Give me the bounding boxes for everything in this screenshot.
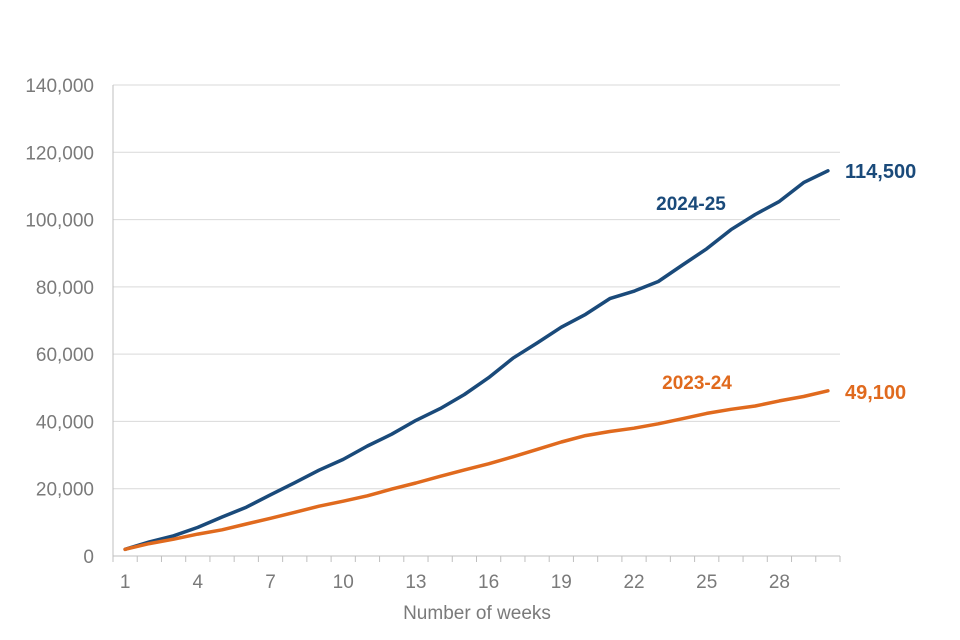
y-tick-label: 80,000: [36, 278, 94, 299]
series-label-2023-24: 2023-24: [662, 373, 732, 394]
y-tick-label: 20,000: [36, 480, 94, 501]
axes: [112, 85, 841, 562]
y-tick-label: 120,000: [25, 143, 94, 164]
x-tick-label: 28: [769, 572, 790, 593]
x-tick-label: 7: [265, 572, 276, 593]
x-tick-label: 13: [405, 572, 426, 593]
series-labels: 2024-25 2023-24 114,500 49,100: [656, 161, 916, 404]
series-line-2024-25: [123, 169, 830, 552]
y-tick-label: 140,000: [25, 76, 94, 97]
end-value-label-2023-24: 49,100: [845, 382, 906, 404]
x-tick-label: 10: [333, 572, 354, 593]
y-tick-label: 100,000: [25, 211, 94, 232]
x-axis-title: Number of weeks: [403, 603, 551, 624]
x-tick-label: 1: [120, 572, 131, 593]
y-tick-label: 40,000: [36, 412, 94, 433]
x-tick-label: 25: [696, 572, 717, 593]
x-tick-labels: 1 4 7 10 13 16 19 22 25 28: [120, 572, 790, 593]
end-value-label-2024-25: 114,500: [845, 161, 916, 183]
series-lines: [123, 169, 830, 552]
series-label-2024-25: 2024-25: [656, 194, 726, 215]
x-tick-label: 22: [623, 572, 644, 593]
gridlines: [113, 84, 840, 490]
y-tick-labels: 0 20,000 40,000 60,000 80,000 100,000 120,000 1…: [25, 76, 94, 568]
series-line-2023-24: [123, 389, 830, 552]
x-tick-label: 19: [551, 572, 572, 593]
x-tick-label: 4: [193, 572, 204, 593]
y-tick-label: 60,000: [36, 345, 94, 366]
x-tick-label: 16: [478, 572, 499, 593]
y-tick-label: 0: [83, 547, 94, 568]
